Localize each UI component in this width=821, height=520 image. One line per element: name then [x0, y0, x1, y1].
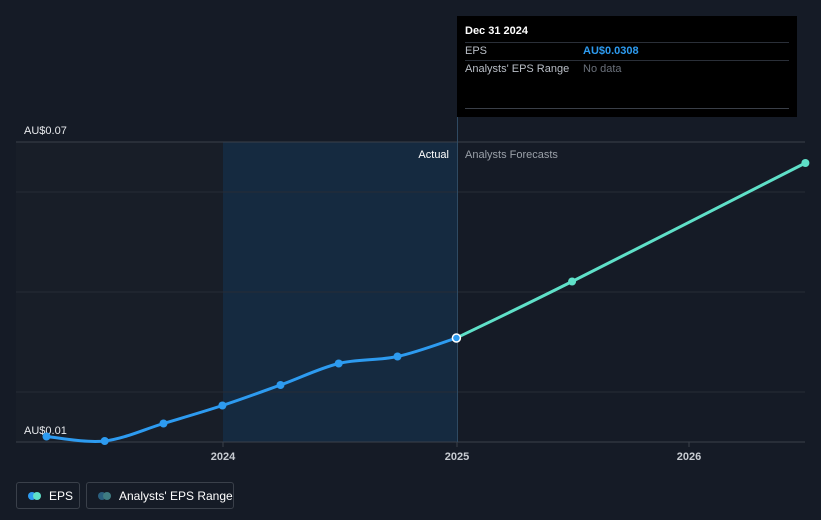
eps-forecast-point[interactable] [801, 159, 810, 167]
eps-actual-point[interactable] [393, 352, 402, 361]
actual-region-label: Actual [418, 149, 449, 161]
tooltip-eps-value: AU$0.0308 [583, 45, 639, 57]
eps-actual-point[interactable] [42, 432, 51, 441]
forecast-region-label: Analysts Forecasts [465, 149, 558, 161]
eps-forecast-point[interactable] [568, 277, 577, 286]
x-tick-label-2025: 2025 [445, 451, 469, 463]
eps-actual-point[interactable] [276, 381, 285, 389]
legend-item-eps[interactable]: EPS [16, 482, 80, 509]
eps-actual-point-highlighted[interactable] [451, 333, 462, 343]
eps-actual-point[interactable] [218, 401, 227, 410]
legend-range-label: Analysts' EPS Range [119, 488, 233, 503]
legend-item-eps-range[interactable]: Analysts' EPS Range [86, 482, 234, 509]
x-tick-label-2024: 2024 [211, 451, 236, 463]
eps-actual-point[interactable] [159, 419, 168, 428]
tooltip-range-value: No data [583, 63, 622, 75]
tooltip-eps-label: EPS [465, 45, 488, 57]
tooltip-row-range: Analysts' EPS Range No data [465, 60, 789, 78]
eps-legend-icon [28, 491, 42, 500]
eps-actual-point[interactable] [334, 359, 343, 368]
tooltip-row-eps: EPS AU$0.0308 [465, 42, 789, 60]
eps-range-legend-icon [98, 491, 112, 500]
eps-tooltip: Dec 31 2024 EPS AU$0.0308 Analysts' EPS … [457, 16, 797, 117]
legend-eps-label: EPS [49, 488, 74, 503]
tooltip-range-label: Analysts' EPS Range [465, 63, 570, 75]
y-axis-min-label: AU$0.01 [24, 425, 67, 437]
tooltip-divider [465, 108, 789, 109]
eps-forecast-line [454, 161, 807, 340]
eps-data-points [42, 159, 810, 445]
x-tick-label-2026: 2026 [677, 451, 701, 463]
eps-actual-line [45, 336, 458, 443]
eps-actual-point[interactable] [100, 437, 109, 445]
tooltip-date: Dec 31 2024 [465, 25, 528, 37]
y-axis-max-label: AU$0.07 [24, 125, 67, 137]
